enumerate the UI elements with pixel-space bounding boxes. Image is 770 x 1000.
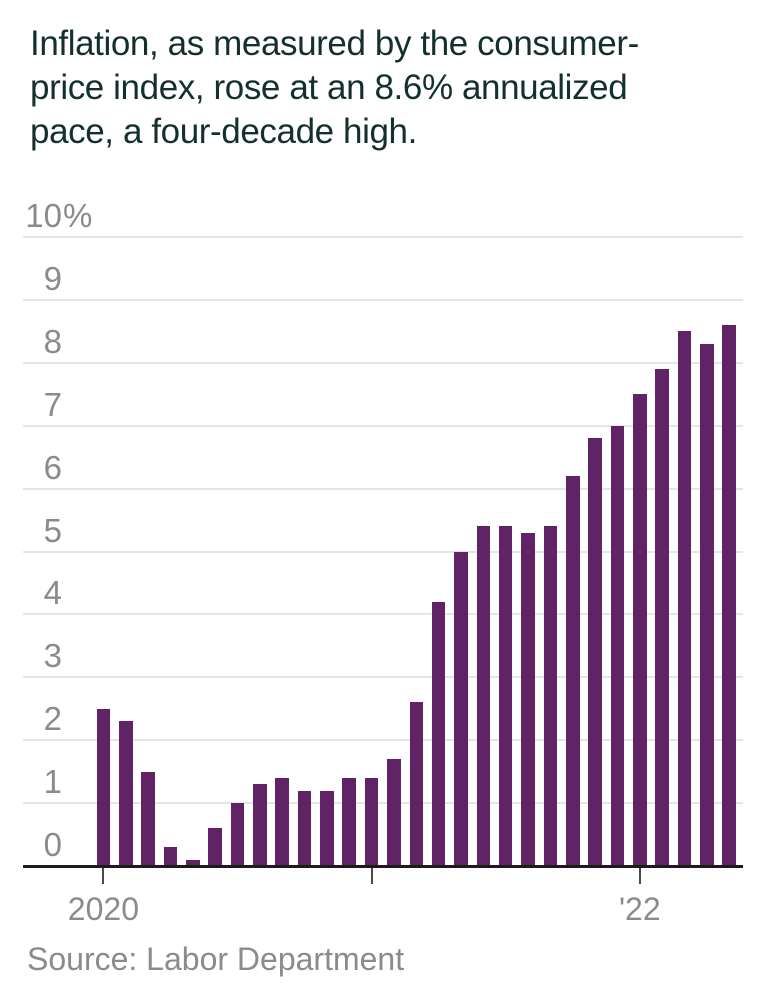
gridline [23, 739, 743, 742]
bar [163, 847, 178, 866]
gridline [23, 236, 743, 238]
bar [409, 702, 424, 866]
bar [208, 828, 222, 866]
bar [96, 708, 111, 866]
bar [186, 859, 200, 866]
x-axis-tick [102, 868, 105, 884]
y-axis-label: 0 [43, 826, 62, 863]
bar [431, 601, 446, 866]
bar [454, 551, 468, 866]
gridline [23, 424, 743, 427]
chart-headline: Inflation, as measured by the consumer- … [30, 22, 639, 154]
headline-line-3: pace, a four-decade high. [30, 112, 417, 151]
x-axis-label: '22 [618, 891, 661, 927]
bar [722, 325, 736, 866]
y-axis-label: 8 [43, 322, 62, 360]
gridline [23, 550, 743, 553]
bar [633, 394, 647, 866]
gridline [23, 487, 743, 490]
bar [253, 784, 267, 866]
bar [342, 777, 357, 866]
gridline [23, 676, 743, 679]
x-axis-label: 2020 [67, 891, 139, 927]
y-axis-label: 1 [43, 763, 62, 801]
bar [141, 771, 155, 866]
y-axis-label: 5 [43, 511, 62, 549]
bar [588, 438, 602, 866]
headline-line-2: price index, rose at an 8.6% annualized [30, 68, 628, 107]
gridline [23, 802, 743, 805]
bar [275, 777, 289, 866]
bar [364, 777, 379, 866]
bar [498, 526, 513, 866]
y-axis-label: 4 [43, 574, 62, 612]
bar [700, 343, 714, 866]
y-axis-label: 6 [43, 448, 62, 486]
y-axis-label: 10% [25, 197, 93, 234]
chart-source: Source: Labor Department [27, 941, 405, 977]
gridline [23, 613, 743, 616]
x-axis-tick [638, 868, 641, 884]
bar [297, 790, 312, 866]
bar [118, 721, 133, 866]
x-axis-line [23, 865, 743, 868]
bar [387, 759, 401, 866]
gridline [23, 298, 743, 301]
bar [610, 425, 625, 866]
y-axis-label: 7 [43, 385, 62, 423]
bar [655, 369, 669, 866]
bar [565, 476, 580, 866]
bar [320, 790, 334, 866]
gridline [23, 361, 743, 364]
y-axis-label: 2 [43, 700, 62, 738]
bar [521, 532, 535, 866]
bar [677, 331, 692, 866]
y-axis-label: 9 [43, 259, 62, 297]
bar [230, 803, 245, 866]
y-axis-label: 3 [43, 637, 62, 675]
x-axis-tick [370, 868, 373, 884]
headline-line-1: Inflation, as measured by the consumer- [30, 24, 639, 63]
bar [543, 526, 558, 866]
bar [476, 526, 491, 866]
